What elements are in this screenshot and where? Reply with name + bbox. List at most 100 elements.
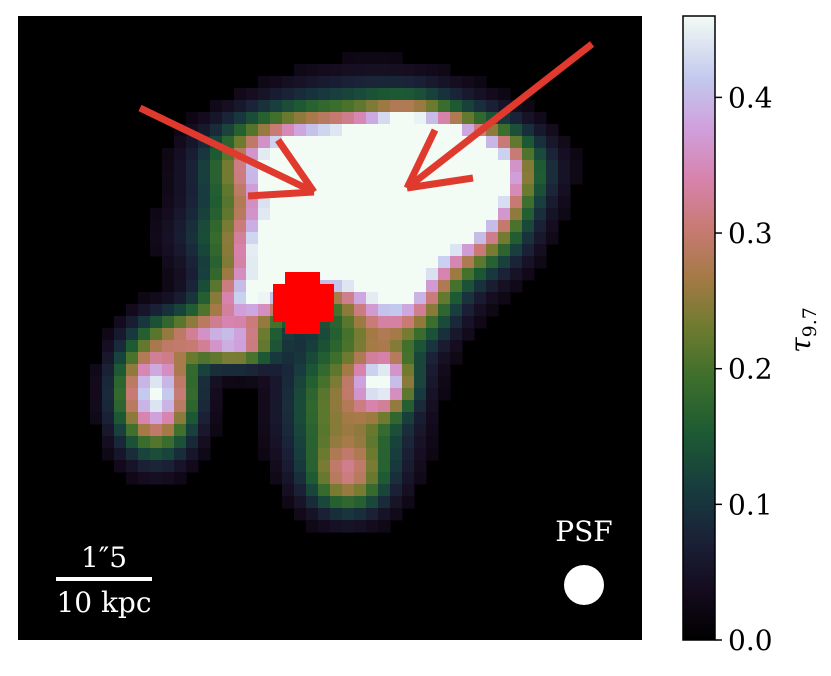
map-pixel bbox=[402, 76, 415, 89]
map-pixel bbox=[522, 184, 535, 197]
map-pixel bbox=[390, 76, 403, 89]
map-pixel bbox=[150, 472, 163, 485]
map-pixel bbox=[414, 208, 427, 221]
map-pixel bbox=[450, 184, 463, 197]
map-pixel bbox=[234, 172, 247, 185]
map-pixel bbox=[522, 136, 535, 149]
map-pixel bbox=[342, 52, 355, 65]
map-pixel bbox=[402, 472, 415, 485]
map-pixel bbox=[342, 412, 355, 425]
map-pixel bbox=[210, 148, 223, 161]
map-pixel bbox=[282, 376, 295, 389]
map-pixel bbox=[402, 196, 415, 209]
map-pixel bbox=[486, 184, 499, 197]
map-pixel bbox=[438, 316, 451, 329]
map-pixel bbox=[426, 220, 439, 233]
map-pixel bbox=[438, 124, 451, 137]
map-pixel bbox=[342, 232, 355, 245]
map-pixel bbox=[354, 388, 367, 401]
map-pixel bbox=[414, 292, 427, 305]
map-pixel bbox=[270, 76, 283, 89]
map-pixel bbox=[258, 136, 271, 149]
map-pixel bbox=[270, 388, 283, 401]
map-pixel bbox=[354, 304, 367, 317]
map-pixel bbox=[342, 244, 355, 257]
map-pixel bbox=[258, 292, 271, 305]
map-pixel bbox=[378, 160, 391, 173]
map-pixel bbox=[402, 208, 415, 221]
arrow-right bbox=[403, 41, 595, 192]
map-pixel bbox=[138, 316, 151, 329]
map-pixel bbox=[162, 184, 175, 197]
map-pixel bbox=[534, 184, 547, 197]
map-pixel bbox=[162, 160, 175, 173]
map-pixel bbox=[330, 160, 343, 173]
map-pixel bbox=[318, 76, 331, 89]
map-pixel bbox=[306, 352, 319, 365]
map-pixel bbox=[222, 112, 235, 125]
map-pixel bbox=[270, 244, 283, 257]
map-pixel bbox=[438, 364, 451, 377]
map-pixel bbox=[390, 172, 403, 185]
map-pixel bbox=[258, 196, 271, 209]
map-pixel bbox=[366, 64, 379, 77]
map-pixel bbox=[258, 148, 271, 161]
map-pixel bbox=[210, 196, 223, 209]
map-pixel bbox=[294, 508, 307, 521]
map-pixel bbox=[210, 424, 223, 437]
map-pixel bbox=[450, 292, 463, 305]
map-pixel bbox=[354, 172, 367, 185]
map-pixel bbox=[354, 136, 367, 149]
map-pixel bbox=[330, 508, 343, 521]
map-pixel bbox=[414, 376, 427, 389]
map-pixel bbox=[474, 196, 487, 209]
map-pixel bbox=[486, 148, 499, 161]
map-pixel bbox=[330, 112, 343, 125]
map-pixel bbox=[258, 244, 271, 257]
map-pixel bbox=[294, 472, 307, 485]
map-pixel bbox=[270, 328, 283, 341]
map-pixel bbox=[474, 112, 487, 125]
map-pixel bbox=[330, 352, 343, 365]
map-pixel bbox=[450, 340, 463, 353]
map-pixel bbox=[186, 148, 199, 161]
map-pixel bbox=[270, 400, 283, 413]
map-pixel bbox=[378, 232, 391, 245]
map-pixel bbox=[114, 328, 127, 341]
map-pixel bbox=[510, 184, 523, 197]
map-pixel bbox=[174, 232, 187, 245]
map-pixel bbox=[282, 340, 295, 353]
map-pixel bbox=[474, 280, 487, 293]
map-pixel bbox=[186, 376, 199, 389]
map-pixel bbox=[378, 352, 391, 365]
map-pixel bbox=[294, 448, 307, 461]
map-pixel bbox=[450, 352, 463, 365]
map-pixel bbox=[330, 88, 343, 101]
colorbar-tick-label: 0.2 bbox=[728, 353, 773, 386]
map-pixel bbox=[246, 304, 259, 317]
map-pixel bbox=[414, 220, 427, 233]
map-pixel bbox=[450, 208, 463, 221]
map-pixel bbox=[354, 340, 367, 353]
map-pixel bbox=[462, 148, 475, 161]
map-pixel bbox=[510, 220, 523, 233]
map-pixel bbox=[510, 280, 523, 293]
map-pixel bbox=[282, 112, 295, 125]
map-pixel bbox=[402, 304, 415, 317]
map-pixel bbox=[210, 340, 223, 353]
map-pixel bbox=[186, 268, 199, 281]
map-pixel bbox=[402, 100, 415, 113]
map-pixel bbox=[162, 232, 175, 245]
map-pixel bbox=[378, 64, 391, 77]
map-pixel bbox=[198, 340, 211, 353]
map-pixel bbox=[210, 100, 223, 113]
map-pixel bbox=[330, 400, 343, 413]
map-pixel bbox=[390, 232, 403, 245]
map-pixel bbox=[522, 256, 535, 269]
map-pixel bbox=[162, 352, 175, 365]
map-pixel bbox=[210, 256, 223, 269]
map-pixel bbox=[318, 376, 331, 389]
map-pixel bbox=[342, 436, 355, 449]
map-pixel bbox=[390, 64, 403, 77]
map-pixel bbox=[318, 184, 331, 197]
